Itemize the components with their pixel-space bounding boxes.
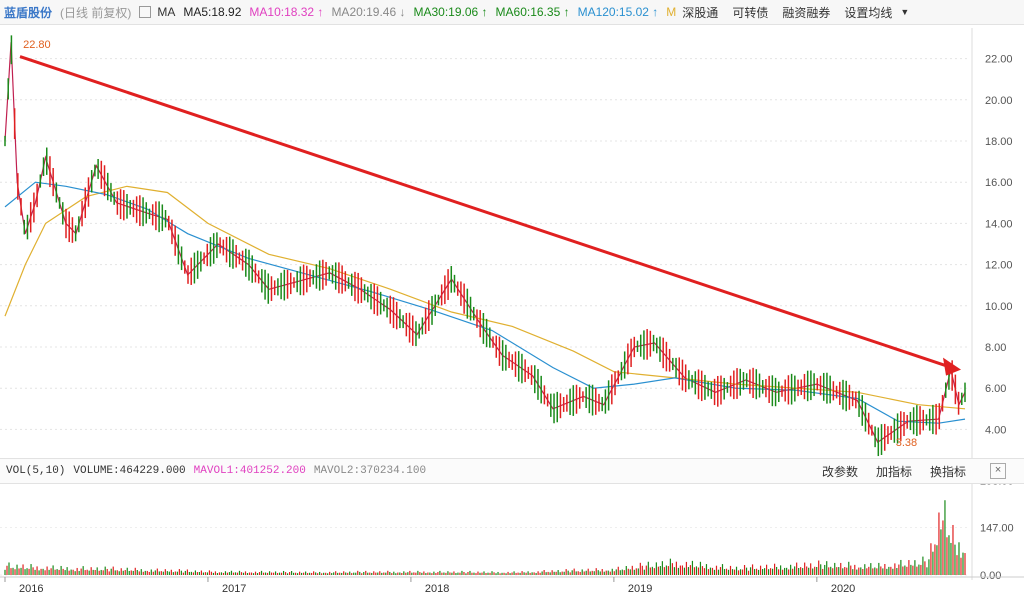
x-tick-label: 2018 bbox=[425, 583, 449, 595]
mavol1-value: MAVOL1:401252.200 bbox=[193, 465, 306, 477]
ma-value: MA30:19.06 ↑ bbox=[413, 5, 488, 19]
volume-tick-label: 147.00 bbox=[980, 522, 1014, 534]
mavol2-value: MAVOL2:370234.100 bbox=[313, 465, 427, 477]
volume-tick-label: 0.00 bbox=[980, 570, 1001, 582]
price-tick-label: 20.00 bbox=[985, 95, 1013, 107]
trend-arrow-head bbox=[943, 357, 961, 376]
x-tick-label: 2016 bbox=[19, 583, 43, 595]
low-annotation: 3.38 bbox=[896, 437, 917, 449]
header-link[interactable]: 可转债 bbox=[732, 5, 769, 20]
volume-value: VOLUME:464229.000 bbox=[73, 465, 186, 477]
price-tick-label: 12.00 bbox=[985, 260, 1013, 272]
price-tick-label: 10.00 bbox=[985, 301, 1013, 313]
volume-indicator[interactable]: VOL(5,10) bbox=[6, 465, 66, 477]
price-series-line bbox=[4, 181, 966, 424]
volume-tools: 改参数 加指标 换指标 bbox=[822, 463, 974, 480]
ma-value: MA20:19.46 ↓ bbox=[331, 5, 406, 19]
ma-values: MA5:18.92 MA10:18.32 ↑ MA20:19.46 ↓ MA30:19… bbox=[183, 5, 666, 19]
edit-params-button[interactable]: 改参数 bbox=[821, 464, 858, 479]
price-tick-label: 16.00 bbox=[985, 177, 1013, 189]
ma-label: MA bbox=[157, 5, 176, 19]
price-series-line bbox=[4, 185, 966, 410]
price-tick-label: 14.00 bbox=[985, 218, 1013, 230]
volume-header: VOL(5,10) VOLUME:464229.000 MAVOL1:40125… bbox=[0, 458, 1024, 484]
price-tick-label: 18.00 bbox=[985, 136, 1013, 148]
price-tick-label: 22.00 bbox=[985, 54, 1013, 66]
header-link[interactable]: 融资融券 bbox=[782, 5, 831, 20]
high-annotation: 22.80 bbox=[23, 39, 51, 51]
ma-value: MA120:15.02 ↑ bbox=[577, 5, 659, 19]
settings-icon[interactable] bbox=[139, 6, 152, 18]
chart-header: 蓝盾股份 (日线 前复权) MA MA5:18.92 MA10:18.32 ↑ MA… bbox=[0, 0, 1024, 25]
price-tick-label: 4.00 bbox=[985, 424, 1006, 436]
header-links: 深股通 可转债 融资融券 设置均线 bbox=[676, 4, 900, 21]
add-indicator-button[interactable]: 加指标 bbox=[875, 464, 912, 479]
x-tick-label: 2017 bbox=[222, 583, 246, 595]
header-link[interactable]: 设置均线 bbox=[844, 5, 893, 20]
switch-indicator-button[interactable]: 换指标 bbox=[929, 464, 966, 479]
price-tick-label: 6.00 bbox=[985, 383, 1006, 395]
links-prefix: M bbox=[666, 5, 677, 19]
trend-arrow-line bbox=[19, 55, 950, 369]
ma-value: MA60:16.35 ↑ bbox=[495, 5, 570, 19]
x-tick-label: 2019 bbox=[628, 583, 652, 595]
close-icon[interactable]: × bbox=[990, 463, 1006, 479]
chevron-down-icon[interactable]: ▼ bbox=[900, 7, 910, 17]
price-series-line bbox=[4, 42, 966, 444]
stock-name[interactable]: 蓝盾股份 bbox=[4, 5, 53, 20]
x-tick-label: 2020 bbox=[831, 583, 855, 595]
price-tick-label: 8.00 bbox=[985, 342, 1006, 354]
header-link[interactable]: 深股通 bbox=[682, 5, 719, 20]
ma-value: MA5:18.92 bbox=[183, 5, 242, 19]
ma-value: MA10:18.32 ↑ bbox=[249, 5, 324, 19]
price-mode: (日线 前复权) bbox=[60, 5, 132, 20]
